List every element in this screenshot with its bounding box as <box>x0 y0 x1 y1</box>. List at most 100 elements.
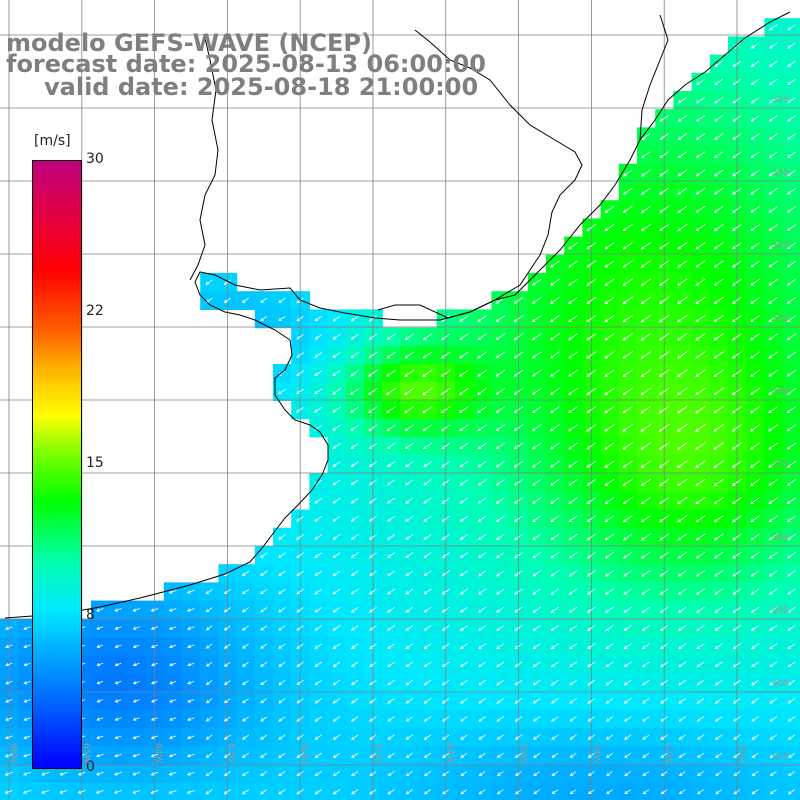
wind-arrow <box>95 790 104 794</box>
wind-cell <box>527 364 547 383</box>
wind-arrow <box>169 681 177 685</box>
wind-arrow <box>533 752 541 758</box>
wind-arrow <box>423 625 432 631</box>
wind-arrow <box>332 352 341 358</box>
wind-cell <box>509 564 529 583</box>
wind-arrow <box>751 734 759 740</box>
wind-arrow <box>695 260 706 268</box>
wind-arrow <box>787 24 796 31</box>
wind-arrow <box>586 351 597 359</box>
wind-cell <box>691 163 711 183</box>
wind-arrow <box>405 534 414 540</box>
wind-arrow <box>568 296 579 304</box>
wind-arrow <box>423 643 432 649</box>
wind-cell <box>728 600 747 620</box>
wind-cell <box>582 254 602 274</box>
wind-cell <box>491 691 511 711</box>
wind-arrow <box>495 460 505 468</box>
wind-arrow <box>586 497 597 505</box>
wind-cell <box>382 382 401 401</box>
wind-cell <box>418 764 438 784</box>
wind-cell <box>382 400 401 420</box>
wind-cell <box>691 382 711 401</box>
wind-arrow <box>786 351 797 359</box>
wind-arrow <box>369 734 377 740</box>
wind-arrow <box>787 697 796 704</box>
wind-arrow <box>459 661 468 668</box>
wind-arrow <box>551 752 559 758</box>
wind-arrow <box>531 351 542 359</box>
wind-cell <box>764 254 784 274</box>
wind-cell <box>673 691 693 711</box>
wind-arrow <box>5 644 13 649</box>
wind-cell <box>200 691 219 711</box>
wind-cell <box>618 491 638 511</box>
wind-arrow <box>386 461 396 468</box>
wind-arrow <box>586 296 597 305</box>
wind-cell <box>509 309 529 329</box>
wind-arrow <box>495 479 505 486</box>
wind-cell <box>746 291 765 310</box>
wind-cell <box>455 436 474 456</box>
wind-arrow <box>150 626 159 630</box>
wind-cell <box>491 418 511 438</box>
wind-arrow <box>659 551 669 559</box>
wind-cell <box>709 473 729 492</box>
wind-arrow <box>495 406 506 414</box>
lon-label-65w: 65W <box>81 743 91 764</box>
wind-cell <box>473 455 492 474</box>
wind-arrow <box>624 752 632 758</box>
wind-cell <box>546 400 565 420</box>
wind-arrow <box>423 606 432 613</box>
wind-arrow <box>96 644 104 648</box>
wind-cell <box>764 673 784 693</box>
wind-cell <box>764 691 784 711</box>
wind-arrow <box>513 479 524 486</box>
wind-arrow <box>640 242 651 250</box>
lat-label-37s: 37S <box>772 460 790 470</box>
wind-arrow <box>641 533 651 541</box>
wind-arrow <box>605 679 614 686</box>
wind-cell <box>691 200 711 219</box>
wind-cell <box>400 564 420 583</box>
wind-arrow <box>314 352 323 358</box>
wind-cell <box>455 327 474 347</box>
wind-cell <box>709 600 729 620</box>
wind-cell <box>673 764 693 784</box>
wind-cell <box>546 273 565 292</box>
wind-arrow <box>641 606 651 613</box>
wind-arrow <box>132 626 140 630</box>
wind-arrow <box>478 734 486 740</box>
wind-cell <box>418 364 438 383</box>
wind-arrow <box>658 496 670 505</box>
wind-arrow <box>786 478 797 486</box>
wind-arrow <box>460 771 468 777</box>
wind-arrow <box>314 789 322 795</box>
wind-arrow <box>713 260 724 268</box>
wind-cell <box>400 546 420 565</box>
wind-arrow <box>641 570 651 577</box>
wind-cell <box>527 418 547 438</box>
wind-cell <box>473 364 492 383</box>
wind-cell <box>673 236 693 256</box>
wind-cell <box>546 582 565 602</box>
wind-arrow <box>640 351 652 359</box>
wind-arrow <box>386 333 396 340</box>
wind-cell <box>709 418 729 438</box>
wind-arrow <box>676 460 688 468</box>
wind-arrow <box>205 789 213 795</box>
wind-cell <box>254 746 274 765</box>
wind-cell <box>400 691 420 711</box>
wind-arrow <box>187 681 195 685</box>
wind-cell <box>673 200 693 219</box>
wind-arrow <box>314 679 322 686</box>
wind-arrow <box>605 734 614 740</box>
wind-cell <box>564 728 583 747</box>
wind-arrow <box>514 734 523 740</box>
wind-cell <box>600 364 620 383</box>
wind-arrow <box>459 625 468 631</box>
wind-arrow <box>713 242 724 250</box>
wind-arrow <box>622 496 633 505</box>
wind-arrow <box>642 716 650 722</box>
wind-cell <box>546 764 565 784</box>
